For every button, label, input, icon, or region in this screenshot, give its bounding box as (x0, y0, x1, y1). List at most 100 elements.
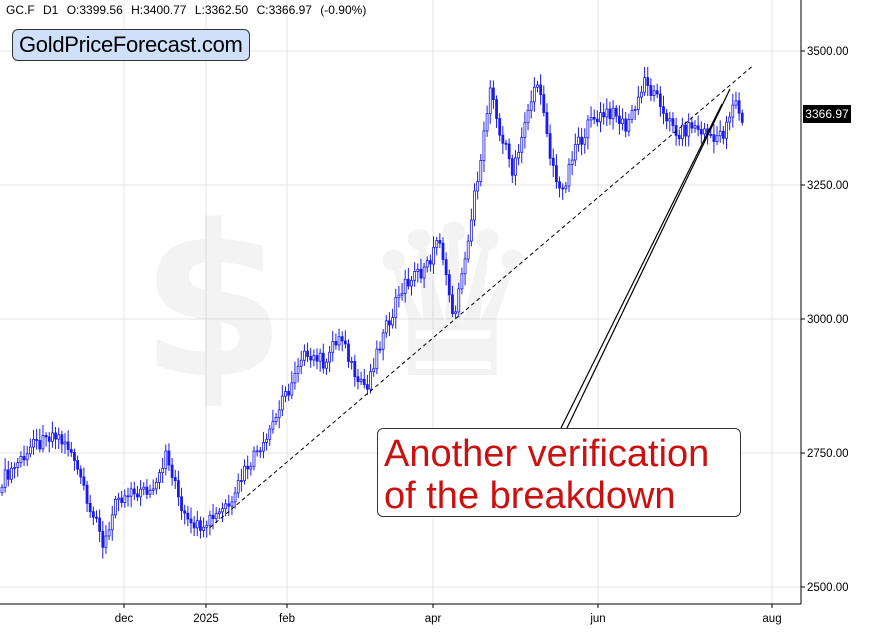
candle-body (510, 158, 514, 176)
candle-body (208, 514, 212, 526)
candle (88, 495, 92, 519)
candle (252, 446, 256, 471)
candle (646, 66, 650, 96)
candle (526, 103, 530, 131)
candle-body (13, 467, 17, 469)
candle-body (658, 93, 662, 108)
candle (618, 105, 621, 135)
candle-body (413, 271, 417, 281)
candle (107, 521, 111, 541)
candle-body (517, 151, 520, 159)
candle (284, 386, 287, 403)
candle (79, 465, 83, 485)
candle (605, 98, 609, 126)
candle-body (542, 94, 546, 113)
candle-body (406, 278, 410, 287)
candle (126, 487, 130, 507)
open-value: O:3399.56 (66, 3, 123, 17)
candle-body (555, 165, 558, 183)
candle (633, 105, 637, 121)
candle (129, 482, 133, 508)
candle (224, 499, 228, 517)
candle (142, 482, 146, 496)
candle (466, 234, 470, 263)
candle-body (176, 480, 180, 498)
candle-body (309, 356, 313, 361)
candle-body (325, 361, 328, 369)
candle (712, 124, 716, 154)
x-tick-label: jun (589, 613, 605, 625)
candle-body (239, 480, 243, 482)
x-tick-label: dec (115, 613, 134, 625)
candle-body (520, 137, 524, 153)
high-value: H:3400.77 (131, 3, 187, 17)
candle-body (384, 320, 388, 334)
candle-body (69, 449, 73, 453)
candle-body (249, 465, 253, 470)
candle-body (696, 125, 700, 130)
candle-body (19, 456, 23, 464)
candle (54, 427, 57, 450)
candle (167, 443, 171, 471)
candle-body (277, 409, 281, 419)
candle (517, 143, 520, 166)
low-value: L:3362.50 (194, 3, 249, 17)
candle-body (573, 144, 577, 161)
candle-body (246, 465, 250, 470)
candle-body (104, 535, 108, 548)
candle (636, 86, 640, 115)
candle (315, 348, 319, 370)
candle (63, 433, 67, 454)
candle-body (136, 493, 139, 498)
candle (495, 95, 498, 128)
candle (243, 459, 246, 485)
candle (41, 424, 45, 453)
candle-body (725, 121, 728, 139)
candle-body (221, 508, 224, 513)
candle-body (451, 294, 454, 314)
candle (299, 350, 303, 375)
candle-body (501, 134, 505, 144)
candle (57, 427, 61, 450)
candle (457, 282, 461, 318)
candle-body (419, 268, 423, 279)
candle-body (425, 260, 429, 268)
candle-body (662, 106, 665, 114)
candle-body (532, 86, 536, 103)
candle-body (199, 520, 202, 531)
candle (287, 383, 291, 401)
candle-body (388, 320, 391, 326)
candle (589, 106, 593, 128)
candle (120, 490, 124, 508)
symbol-label: GC.F (6, 3, 35, 17)
candle-body (646, 77, 650, 86)
candle-body (243, 465, 246, 482)
candle (725, 115, 728, 149)
candle-body (703, 128, 706, 135)
candle (334, 333, 338, 350)
candle (258, 446, 262, 458)
candle (539, 74, 543, 105)
candle-body (230, 501, 234, 507)
candle-body (337, 336, 341, 346)
candle (104, 525, 108, 554)
candle-body (195, 520, 199, 529)
candle-body (236, 480, 240, 494)
candle-body (435, 240, 439, 248)
candle-body (117, 497, 120, 500)
candle-body (712, 134, 716, 142)
candle-body (10, 467, 13, 480)
candle (520, 127, 524, 164)
candle (19, 451, 23, 468)
candle (189, 507, 193, 534)
candle (3, 458, 7, 493)
candle (268, 424, 272, 446)
candle (47, 432, 51, 453)
candle-body (148, 489, 152, 495)
candle-body (592, 116, 596, 120)
candle (176, 470, 180, 507)
candle (347, 339, 350, 368)
candle (438, 233, 442, 249)
candle-body (343, 340, 347, 345)
